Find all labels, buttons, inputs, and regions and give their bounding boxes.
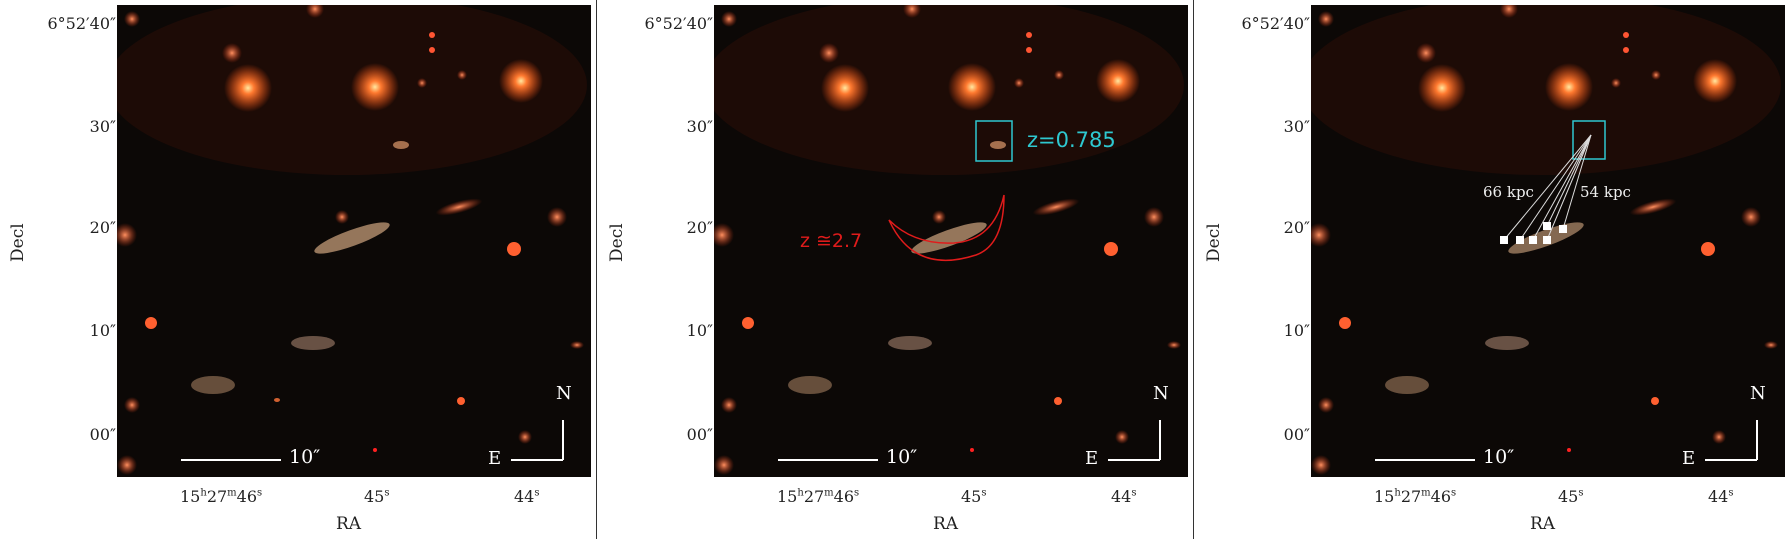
compass-east-label: E [1085, 448, 1099, 469]
y-axis-label: Decl [1204, 223, 1224, 262]
x-axis-label: RA [933, 514, 959, 534]
distance-label-66kpc: 66 kpc [1483, 183, 1534, 201]
lens-box [975, 120, 1013, 162]
sky-image [714, 5, 1188, 477]
x-tick-46s: 15h27m46s [180, 487, 263, 506]
galaxy-bright-1 [224, 64, 272, 112]
x-tick-45s: 45s [1558, 487, 1584, 506]
y-tick-10: 10″ [89, 321, 116, 340]
galaxy-bright-3 [499, 59, 543, 103]
panel-3: Decl 6°52′40″ 30″ 20″ 10″ 00″ [1194, 0, 1785, 539]
y-tick-00: 00″ [1283, 425, 1310, 444]
y-tick-30: 30″ [89, 117, 116, 136]
x-axis-label: RA [336, 514, 362, 534]
x-tick-46s: 15h27m46s [777, 487, 860, 506]
y-tick-20: 20″ [89, 218, 116, 237]
compass-east-label: E [488, 448, 502, 469]
y-tick-00: 00″ [686, 425, 713, 444]
y-tick-30: 30″ [686, 117, 713, 136]
sky-image [1311, 5, 1785, 477]
y-tick-20: 20″ [686, 218, 713, 237]
y-tick-00: 00″ [89, 425, 116, 444]
panel-divider-1 [596, 0, 597, 539]
scale-bar-label: 10″ [886, 446, 918, 468]
y-axis-label: Decl [607, 223, 627, 262]
compass-north-label: N [1750, 383, 1766, 404]
sky-image [117, 5, 591, 477]
arc-redshift-label: z ≅2.7 [800, 230, 863, 252]
galaxy-bright-2 [351, 63, 399, 111]
x-tick-45s: 45s [364, 487, 390, 506]
y-tick-40: 6°52′40″ [47, 14, 116, 33]
x-tick-45s: 45s [961, 487, 987, 506]
y-axis-label: Decl [8, 223, 28, 262]
panel-1: Decl 6°52′40″ 30″ 20″ 10″ 00″ [0, 0, 591, 539]
y-tick-40: 6°52′40″ [1241, 14, 1310, 33]
lens-redshift-label: z=0.785 [1027, 128, 1116, 152]
x-tick-44s: 44s [1111, 487, 1137, 506]
x-axis-label: RA [1530, 514, 1556, 534]
lens-box [1572, 120, 1606, 160]
compass-east-label: E [1682, 448, 1696, 469]
arc-outline [888, 194, 1005, 262]
compass-north-label: N [556, 383, 572, 404]
y-tick-40: 6°52′40″ [644, 14, 713, 33]
y-tick-20: 20″ [1283, 218, 1310, 237]
y-tick-30: 30″ [1283, 117, 1310, 136]
x-tick-44s: 44s [514, 487, 540, 506]
y-tick-10: 10″ [1283, 321, 1310, 340]
panel-divider-2 [1193, 0, 1194, 539]
compass-north-label: N [1153, 383, 1169, 404]
x-tick-46s: 15h27m46s [1374, 487, 1457, 506]
distance-label-54kpc: 54 kpc [1580, 183, 1631, 201]
distance-lines [1503, 134, 1592, 241]
scale-bar-label: 10″ [1483, 446, 1515, 468]
image-markers [1500, 222, 1567, 244]
panel-2: Decl 6°52′40″ 30″ 20″ 10″ 00″ [597, 0, 1188, 539]
scale-bar-label: 10″ [289, 446, 321, 468]
y-tick-10: 10″ [686, 321, 713, 340]
x-tick-44s: 44s [1708, 487, 1734, 506]
